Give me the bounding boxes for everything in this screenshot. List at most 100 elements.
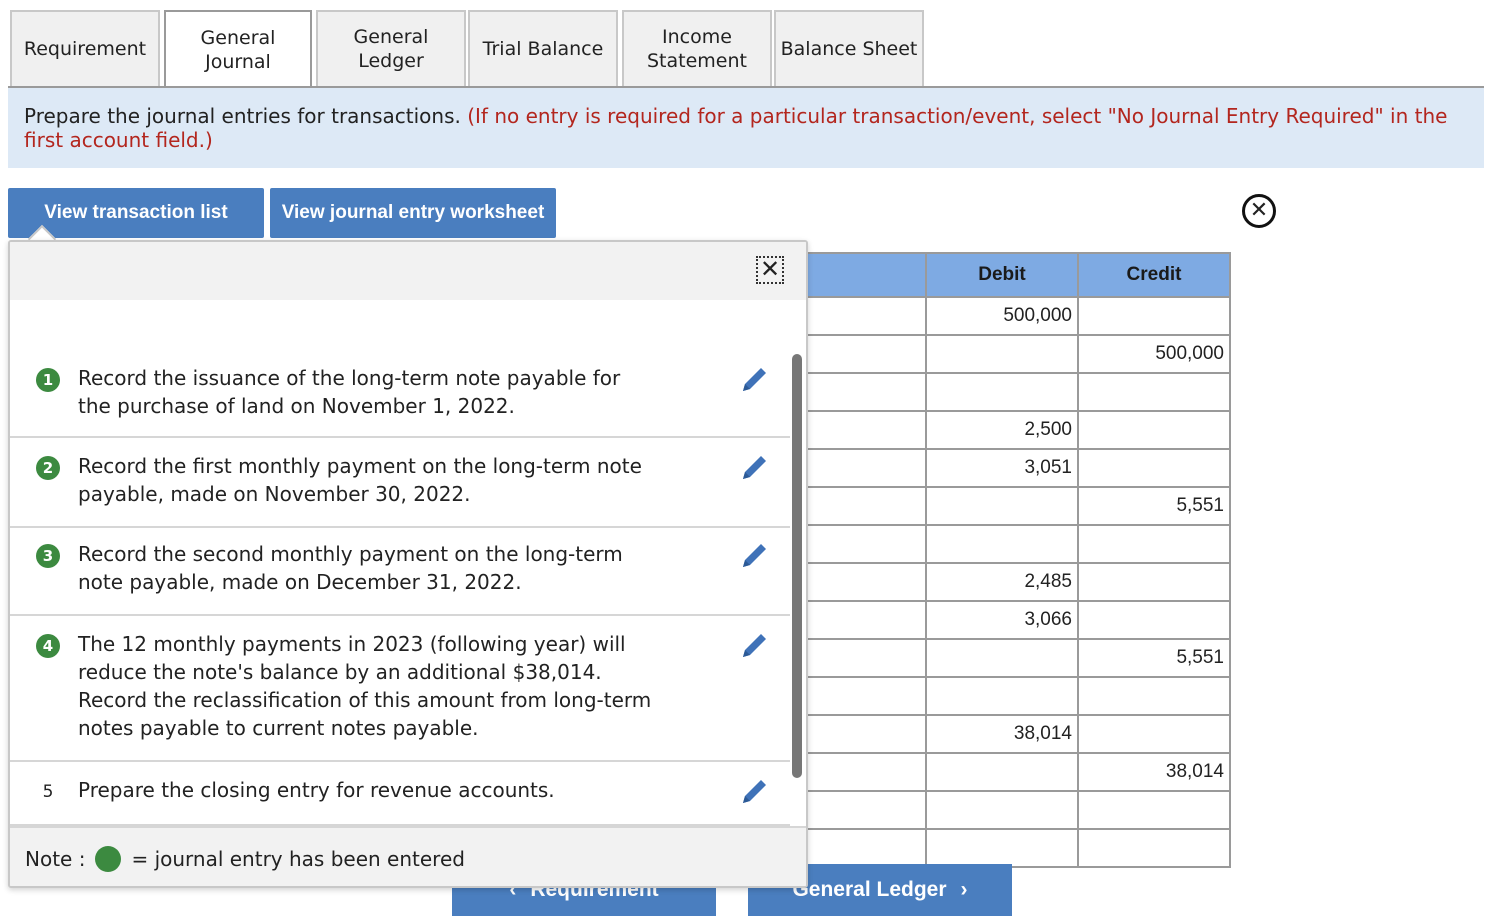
instruction-box: Prepare the journal entries for transact… — [8, 88, 1484, 168]
journal-table: Debit Credit 500,000 500,000 2,500 3,051 5,5… — [772, 252, 1231, 868]
transaction-item[interactable]: 4 The 12 monthly payments in 2023 (follow… — [10, 616, 790, 762]
tab-income-statement[interactable]: Income Statement — [622, 10, 772, 86]
next-button-label: General Ledger — [792, 878, 947, 901]
tab-label: Requirement — [23, 38, 147, 60]
debit-cell[interactable]: 3,066 — [925, 600, 1079, 640]
entered-badge: 1 — [36, 368, 60, 392]
close-icon[interactable]: ✕ — [1242, 194, 1276, 228]
table-row: 38,014 — [772, 714, 1231, 754]
tab-balance-sheet[interactable]: Balance Sheet — [774, 10, 924, 86]
debit-cell[interactable]: 500,000 — [925, 296, 1079, 336]
credit-cell[interactable]: 5,551 — [1077, 486, 1231, 526]
table-row: 3,066 — [772, 600, 1231, 640]
view-transaction-list-button[interactable]: View transaction list — [8, 188, 264, 238]
view-journal-entry-worksheet-button[interactable]: View journal entry worksheet — [270, 188, 556, 238]
debit-cell[interactable]: 2,500 — [925, 410, 1079, 450]
transaction-item[interactable]: 3 Record the second monthly payment on th… — [10, 528, 790, 616]
tab-divider — [8, 86, 1484, 88]
transaction-item[interactable]: 1 Record the issuance of the long-term no… — [10, 346, 790, 438]
debit-cell[interactable] — [925, 752, 1079, 792]
tab-label: General Ledger — [353, 26, 429, 72]
table-row: 500,000 — [772, 334, 1231, 374]
tab-label: Trial Balance — [482, 38, 604, 60]
credit-cell[interactable] — [1077, 828, 1231, 868]
debit-cell[interactable] — [925, 638, 1079, 678]
note-label: Note : — [25, 847, 86, 871]
credit-cell[interactable]: 500,000 — [1077, 334, 1231, 374]
credit-cell[interactable] — [1077, 410, 1231, 450]
pencil-edit-icon[interactable] — [738, 538, 772, 572]
transaction-text: Record the first monthly payment on the … — [78, 452, 698, 508]
table-row: 5,551 — [772, 486, 1231, 526]
debit-cell[interactable] — [925, 486, 1079, 526]
credit-cell[interactable] — [1077, 600, 1231, 640]
table-row — [772, 676, 1231, 716]
credit-cell[interactable]: 5,551 — [1077, 638, 1231, 678]
debit-column-header: Debit — [925, 252, 1079, 298]
debit-cell[interactable] — [925, 372, 1079, 412]
transaction-line: the purchase of land on November 1, 2022… — [78, 394, 515, 418]
debit-cell[interactable] — [925, 828, 1079, 868]
transaction-item[interactable]: 2 Record the first monthly payment on the… — [10, 438, 790, 528]
transaction-text: The 12 monthly payments in 2023 (followi… — [78, 630, 698, 742]
debit-cell[interactable] — [925, 676, 1079, 716]
transaction-line: The 12 monthly payments in 2023 (followi… — [78, 632, 626, 656]
chevron-right-icon: › — [960, 878, 968, 901]
credit-cell[interactable] — [1077, 524, 1231, 564]
debit-cell[interactable] — [925, 524, 1079, 564]
credit-cell[interactable] — [1077, 562, 1231, 602]
scrollbar[interactable] — [792, 354, 802, 778]
table-row: 2,500 — [772, 410, 1231, 450]
transaction-text: Prepare the closing entry for revenue ac… — [78, 776, 698, 804]
table-row — [772, 790, 1231, 830]
transaction-line: Record the second monthly payment on the… — [78, 542, 623, 566]
transaction-text: Record the issuance of the long-term not… — [78, 364, 698, 420]
credit-cell[interactable] — [1077, 676, 1231, 716]
credit-column-header: Credit — [1077, 252, 1231, 298]
table-row: 3,051 — [772, 448, 1231, 488]
transaction-line: Record the reclassification of this amou… — [78, 688, 652, 712]
table-row — [772, 828, 1231, 868]
tab-requirement[interactable]: Requirement — [10, 10, 160, 86]
transaction-line: Record the first monthly payment on the … — [78, 454, 642, 478]
pencil-edit-icon[interactable] — [738, 628, 772, 662]
credit-cell[interactable] — [1077, 296, 1231, 336]
transaction-list-popup: ✕ 1 Record the issuance of the long-term … — [8, 240, 808, 888]
transaction-text: Record the second monthly payment on the… — [78, 540, 698, 596]
table-row: 5,551 — [772, 638, 1231, 678]
table-row: 2,485 — [772, 562, 1231, 602]
tab-trial-balance[interactable]: Trial Balance — [468, 10, 618, 86]
pencil-edit-icon[interactable] — [738, 362, 772, 396]
debit-cell[interactable]: 2,485 — [925, 562, 1079, 602]
debit-cell[interactable] — [925, 790, 1079, 830]
tab-label: Income Statement — [647, 26, 747, 72]
tab-label: General Journal — [200, 27, 276, 73]
note-text: = journal entry has been entered — [131, 847, 465, 871]
debit-cell[interactable]: 38,014 — [925, 714, 1079, 754]
transaction-item[interactable]: 5 Prepare the closing entry for revenue a… — [10, 762, 790, 826]
transaction-line: payable, made on November 30, 2022. — [78, 482, 471, 506]
credit-cell[interactable] — [1077, 790, 1231, 830]
entered-badge: 3 — [36, 544, 60, 568]
credit-cell[interactable] — [1077, 372, 1231, 412]
debit-cell[interactable] — [925, 334, 1079, 374]
debit-cell[interactable]: 3,051 — [925, 448, 1079, 488]
table-row: 38,014 — [772, 752, 1231, 792]
entered-indicator-icon — [95, 846, 122, 872]
credit-cell[interactable] — [1077, 448, 1231, 488]
pencil-edit-icon[interactable] — [738, 774, 772, 808]
popup-close-icon[interactable]: ✕ — [756, 256, 784, 284]
chevron-left-icon: ‹ — [509, 878, 517, 901]
tab-general-ledger[interactable]: General Ledger — [316, 10, 466, 86]
instruction-note: (If no entry is required for a particula… — [24, 104, 1448, 152]
credit-cell[interactable] — [1077, 714, 1231, 754]
tab-label: Balance Sheet — [780, 38, 918, 60]
table-row — [772, 524, 1231, 564]
pencil-edit-icon[interactable] — [738, 450, 772, 484]
tab-general-journal[interactable]: General Journal — [164, 10, 312, 88]
transaction-line: Record the issuance of the long-term not… — [78, 366, 621, 390]
entered-badge: 2 — [36, 456, 60, 480]
credit-cell[interactable]: 38,014 — [1077, 752, 1231, 792]
transaction-line: Prepare the closing entry for revenue ac… — [78, 778, 555, 802]
popup-note: Note : = journal entry has been entered — [10, 826, 806, 886]
